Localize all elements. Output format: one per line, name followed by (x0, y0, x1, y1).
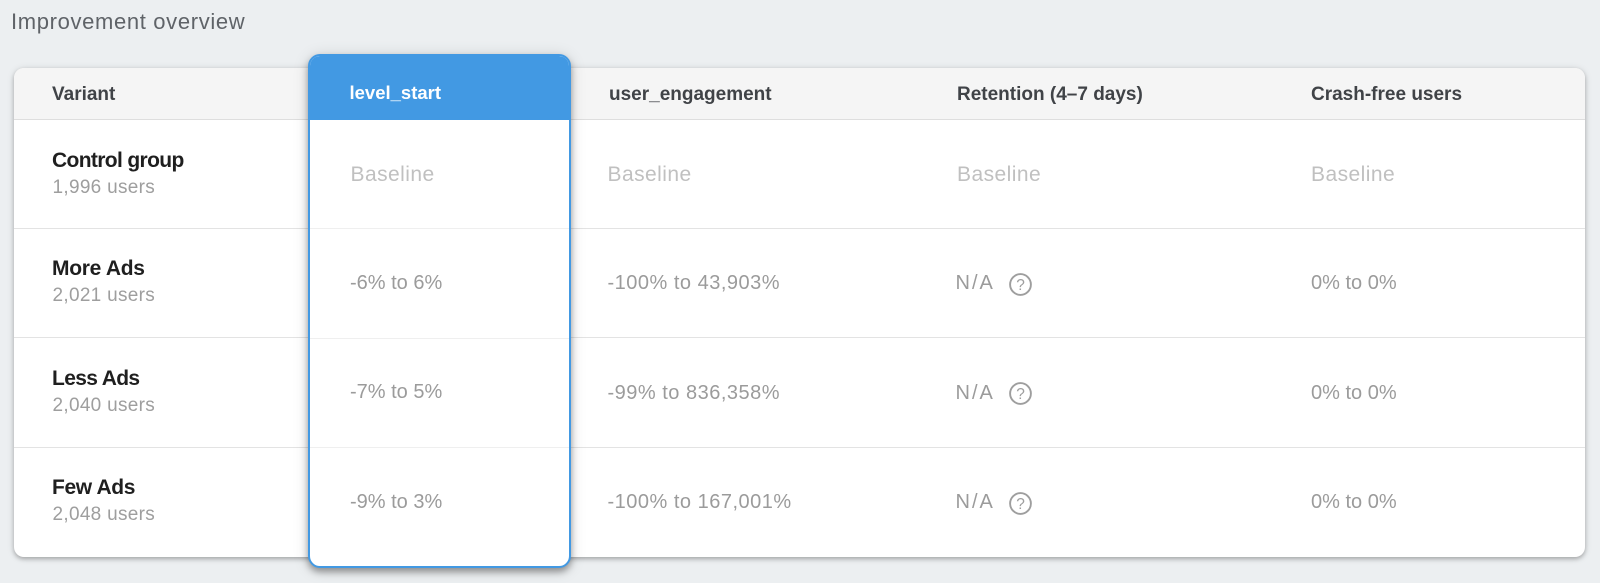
svg-text:?: ? (1016, 496, 1025, 513)
svg-text:?: ? (1016, 386, 1025, 403)
svg-text:?: ? (1016, 277, 1025, 294)
